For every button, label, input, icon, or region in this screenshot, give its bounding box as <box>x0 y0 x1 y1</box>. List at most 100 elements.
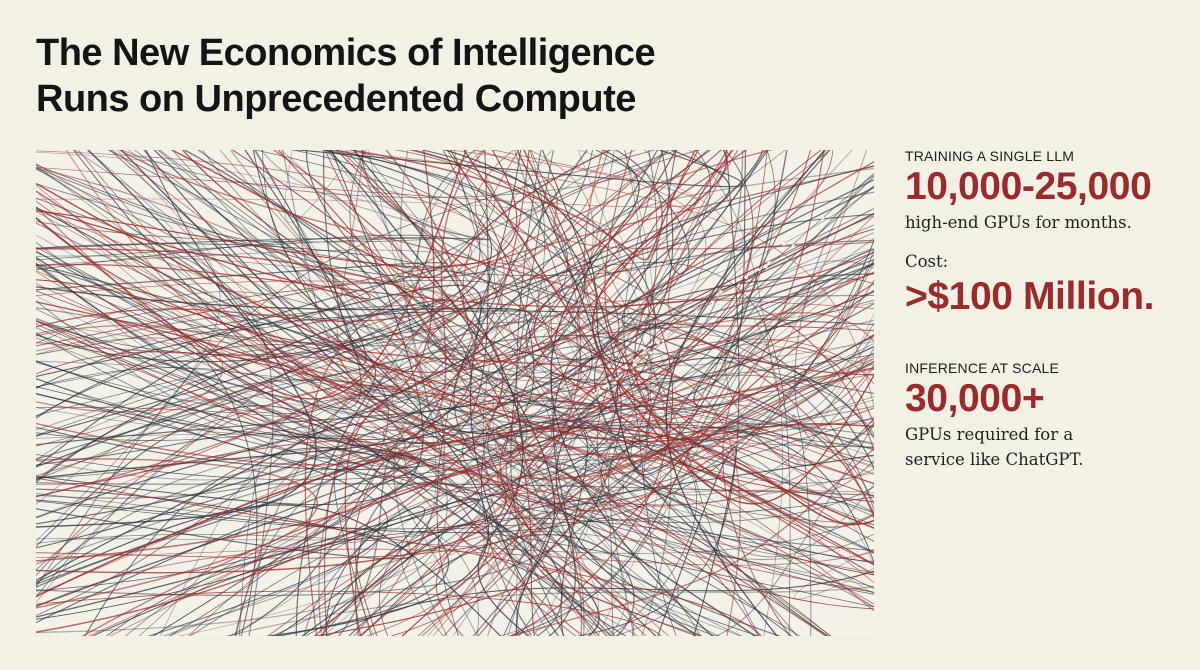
highlight-dot <box>693 310 698 315</box>
inference-detail-line-2: service like ChatGPT. <box>905 450 1084 469</box>
red-strand <box>472 150 874 250</box>
highlight-dot <box>718 290 723 294</box>
red-strand <box>36 190 874 512</box>
page-title: The New Economics of Intelligence Runs o… <box>36 30 856 122</box>
dark-strand <box>36 150 472 585</box>
dark-strand <box>36 504 502 636</box>
dark-strand <box>724 260 874 513</box>
red-strand <box>523 150 874 612</box>
red-strand <box>118 150 874 521</box>
highlight-dot <box>649 351 653 355</box>
red-strand <box>415 150 827 636</box>
dark-strand <box>36 513 874 554</box>
red-strand <box>36 150 467 400</box>
highlight-dot <box>617 369 621 372</box>
dark-strand <box>73 150 362 409</box>
red-strand <box>36 150 487 466</box>
red-strand <box>36 163 402 381</box>
red-strand <box>667 150 874 343</box>
dark-strand <box>496 342 874 636</box>
red-strand <box>36 248 504 633</box>
dark-strand <box>36 150 656 470</box>
highlight-dot <box>605 383 610 388</box>
dark-strand <box>530 150 874 472</box>
dark-strand <box>657 446 737 636</box>
dark-strand <box>349 150 743 636</box>
tangled-lines-illustration <box>36 150 874 636</box>
red-strand <box>36 150 371 300</box>
red-strand <box>36 150 747 328</box>
red-strand <box>335 150 698 636</box>
dark-strand <box>322 150 437 636</box>
red-strand <box>219 150 874 462</box>
highlight-dot <box>763 264 768 269</box>
highlight-dot <box>632 362 637 367</box>
red-strand <box>36 357 874 558</box>
red-strand <box>313 337 874 636</box>
dark-strand <box>282 150 874 398</box>
red-strand <box>354 150 709 636</box>
red-strand <box>188 150 732 636</box>
red-strand <box>592 150 874 529</box>
dark-strand <box>577 150 874 497</box>
dark-strand <box>36 291 832 636</box>
red-strand <box>389 471 597 636</box>
inference-gpu-count: 30,000+ <box>905 377 1045 420</box>
red-strand <box>36 341 374 636</box>
red-strand <box>36 150 518 268</box>
dark-strand <box>498 237 874 636</box>
dark-strand <box>36 407 352 439</box>
red-strand <box>407 150 674 636</box>
red-strand <box>360 150 707 636</box>
dark-strand <box>183 150 588 367</box>
dark-strand <box>162 358 874 636</box>
dark-strand <box>794 174 874 448</box>
red-strand <box>36 150 699 373</box>
dark-strand <box>280 150 874 366</box>
red-strand <box>36 150 773 498</box>
dark-strand <box>262 150 874 381</box>
red-strand <box>36 206 874 479</box>
red-strand <box>36 251 874 308</box>
red-strand <box>722 346 874 636</box>
dark-strand <box>525 213 874 386</box>
highlight-dot <box>744 275 748 279</box>
red-strand <box>36 477 762 636</box>
red-strand <box>633 150 874 576</box>
dark-strand <box>614 150 874 330</box>
red-strand <box>496 150 701 263</box>
highlight-dot <box>615 377 619 381</box>
title-line-2: Runs on Unprecedented Compute <box>36 78 636 120</box>
red-strand <box>344 150 435 636</box>
red-strand <box>36 320 874 495</box>
red-strand <box>549 373 874 497</box>
dark-strand <box>36 246 614 636</box>
dark-strand <box>36 150 481 390</box>
dark-strand <box>36 378 424 636</box>
highlight-dot <box>597 386 601 390</box>
dark-strand <box>354 150 615 381</box>
dark-strand <box>36 299 874 438</box>
dark-strand <box>36 421 874 565</box>
red-strand <box>477 150 650 636</box>
dark-strand <box>36 323 874 464</box>
red-strand <box>272 150 874 408</box>
dark-strand <box>36 150 317 528</box>
dark-strand <box>36 179 874 525</box>
dark-strand <box>715 423 874 636</box>
red-strand <box>170 150 612 279</box>
highlight-dot <box>679 330 682 333</box>
highlight-dot <box>791 244 795 248</box>
dark-strand <box>304 374 874 636</box>
highlight-dot <box>782 242 786 246</box>
highlight-dot <box>632 359 636 362</box>
highlight-dot <box>716 295 719 298</box>
dark-strand <box>36 321 874 571</box>
dark-strand <box>594 150 690 275</box>
dark-strand <box>508 251 874 636</box>
red-strand <box>36 150 699 208</box>
dark-strand <box>352 150 530 636</box>
dark-strand <box>393 319 874 636</box>
dark-strand <box>158 150 582 400</box>
red-strand <box>36 590 662 636</box>
